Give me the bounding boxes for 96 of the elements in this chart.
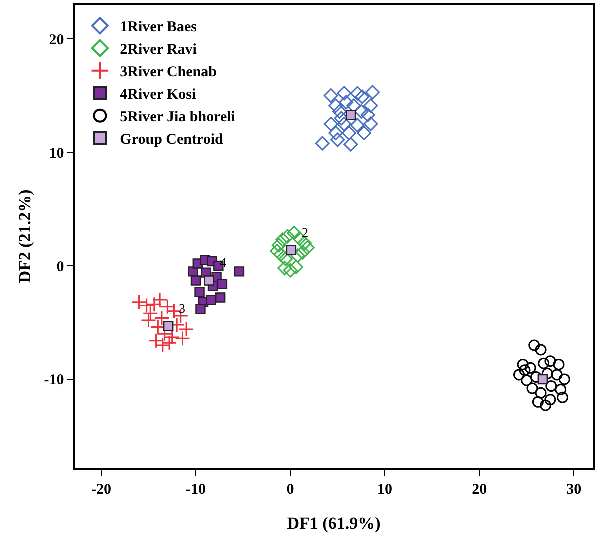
point bbox=[346, 110, 356, 120]
y-tick-label: 20 bbox=[49, 32, 64, 48]
point bbox=[519, 364, 531, 376]
point bbox=[190, 276, 202, 286]
point bbox=[540, 400, 552, 412]
x-tick-label: 0 bbox=[286, 482, 294, 498]
point bbox=[350, 86, 365, 101]
point bbox=[364, 98, 378, 114]
point bbox=[287, 226, 302, 240]
point bbox=[234, 266, 245, 277]
point bbox=[337, 116, 352, 132]
point bbox=[332, 104, 347, 119]
point bbox=[288, 260, 304, 274]
point bbox=[557, 392, 568, 404]
point bbox=[544, 356, 556, 368]
point bbox=[354, 104, 369, 119]
x-tick-label: 20 bbox=[472, 482, 488, 498]
point bbox=[526, 382, 538, 394]
point bbox=[154, 310, 170, 326]
point bbox=[532, 396, 544, 408]
annotation: 2 bbox=[302, 225, 308, 240]
point bbox=[530, 371, 542, 383]
point bbox=[272, 238, 286, 253]
legend-label: 1River Baes bbox=[120, 20, 198, 36]
point bbox=[350, 118, 365, 133]
x-tick-label: -10 bbox=[186, 482, 206, 498]
point bbox=[324, 116, 338, 132]
x-tick-label: 10 bbox=[378, 482, 393, 498]
point bbox=[528, 340, 540, 352]
point bbox=[278, 252, 294, 266]
point bbox=[274, 247, 288, 262]
point bbox=[286, 245, 297, 256]
annotation: 3 bbox=[179, 301, 186, 316]
point bbox=[339, 95, 354, 110]
point bbox=[204, 276, 214, 286]
point bbox=[217, 279, 228, 290]
point bbox=[514, 369, 526, 381]
legend-label: Group Centroid bbox=[120, 132, 224, 148]
point bbox=[276, 232, 290, 248]
legend-label: 3River Chenab bbox=[120, 64, 217, 81]
annotation: 4 bbox=[220, 255, 227, 270]
point bbox=[517, 358, 529, 370]
point bbox=[270, 244, 285, 258]
point bbox=[196, 304, 206, 314]
point bbox=[544, 394, 556, 406]
x-axis-title: DF1 (61.9%) bbox=[287, 514, 381, 533]
point bbox=[553, 358, 565, 370]
legend-label: 5River Jia bhoreli bbox=[120, 110, 236, 126]
point bbox=[538, 358, 550, 370]
point bbox=[538, 374, 548, 385]
point bbox=[355, 90, 370, 104]
point bbox=[290, 248, 306, 264]
point bbox=[283, 263, 298, 278]
point bbox=[555, 384, 567, 396]
point bbox=[215, 292, 226, 303]
x-tick-label: 30 bbox=[566, 482, 582, 498]
point bbox=[342, 126, 356, 140]
point bbox=[364, 116, 378, 132]
y-tick-label: -10 bbox=[44, 372, 64, 389]
point bbox=[328, 126, 344, 140]
point bbox=[357, 126, 372, 140]
point bbox=[175, 330, 191, 346]
point bbox=[296, 245, 310, 260]
point bbox=[344, 137, 358, 152]
point bbox=[300, 240, 315, 256]
y-tick-label: 0 bbox=[56, 259, 64, 276]
point bbox=[360, 108, 376, 122]
point bbox=[206, 294, 216, 306]
x-tick-label: -20 bbox=[91, 482, 112, 498]
point bbox=[535, 344, 547, 356]
point bbox=[280, 229, 295, 244]
point bbox=[330, 132, 346, 148]
legend-label: 4River Kosi bbox=[120, 87, 196, 104]
point bbox=[366, 85, 380, 100]
point bbox=[194, 287, 205, 298]
point bbox=[328, 98, 344, 114]
point bbox=[163, 321, 174, 332]
point bbox=[558, 374, 570, 386]
point bbox=[315, 136, 330, 151]
y-tick-label: 10 bbox=[49, 146, 64, 162]
point bbox=[146, 296, 162, 312]
point bbox=[542, 368, 554, 380]
point bbox=[337, 86, 352, 101]
point bbox=[551, 369, 563, 381]
point bbox=[546, 380, 558, 392]
y-axis-title: DF2 (21.2%) bbox=[16, 190, 34, 284]
point bbox=[324, 88, 338, 104]
point bbox=[521, 374, 533, 386]
point bbox=[535, 387, 547, 399]
point bbox=[297, 236, 312, 251]
point bbox=[334, 111, 349, 126]
legend-label: 2River Ravi bbox=[120, 42, 197, 58]
point bbox=[278, 261, 292, 276]
point bbox=[524, 362, 536, 374]
point bbox=[132, 294, 148, 310]
point bbox=[164, 330, 180, 346]
